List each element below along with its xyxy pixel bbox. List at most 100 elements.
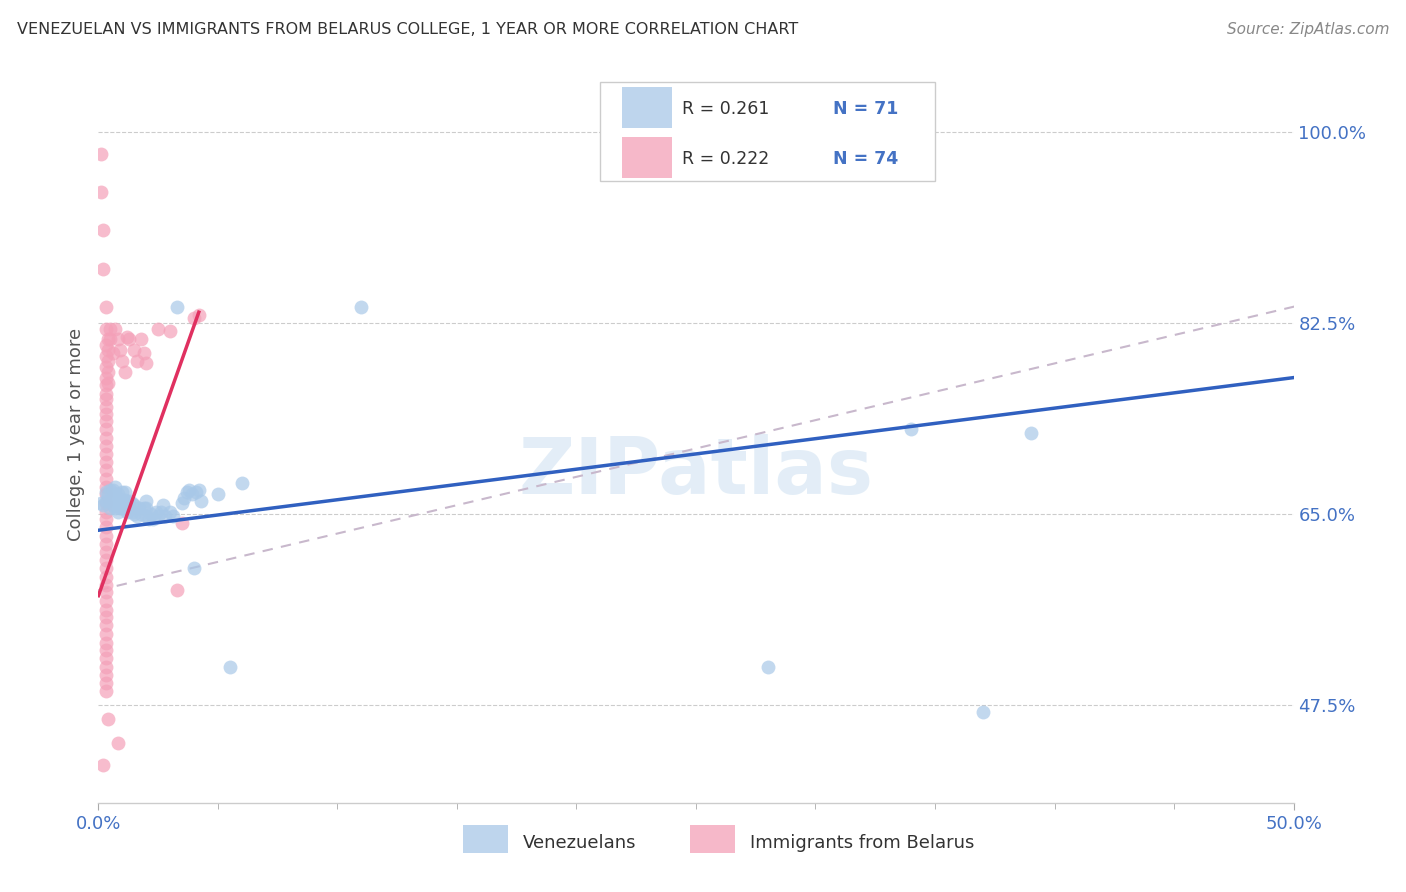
Point	[104, 321, 127, 335]
Point	[90, 496, 112, 510]
Point	[94, 480, 117, 494]
Point	[94, 635, 117, 649]
Point	[94, 512, 117, 526]
Point	[94, 561, 117, 575]
Point	[98, 321, 122, 335]
Point	[101, 491, 124, 505]
Point	[131, 507, 153, 521]
Point	[101, 345, 124, 359]
Text: R = 0.222: R = 0.222	[682, 150, 769, 168]
Point	[128, 501, 150, 516]
Point	[94, 487, 117, 501]
Bar	[690, 825, 735, 853]
Point	[104, 487, 127, 501]
Text: R = 0.261: R = 0.261	[682, 101, 769, 119]
Point	[107, 333, 129, 347]
Point	[115, 505, 138, 519]
Point	[107, 487, 129, 501]
Point	[97, 712, 120, 726]
Point	[94, 370, 117, 384]
Point	[94, 454, 117, 468]
Point	[114, 365, 136, 379]
Point	[135, 509, 157, 524]
Point	[131, 333, 153, 347]
Point	[94, 570, 117, 584]
Point	[104, 493, 127, 508]
Point	[94, 387, 117, 401]
Point	[148, 321, 170, 335]
Point	[94, 627, 117, 641]
Point	[94, 676, 117, 690]
Point	[94, 643, 117, 657]
Point	[94, 529, 117, 543]
Point	[94, 321, 117, 335]
Point	[125, 509, 148, 524]
Point	[124, 498, 146, 512]
Point	[172, 516, 194, 530]
Point	[124, 343, 146, 358]
Point	[94, 392, 117, 407]
Point	[94, 472, 117, 486]
Point	[107, 736, 129, 750]
Point	[94, 545, 117, 559]
Point	[115, 496, 138, 510]
Point	[97, 487, 120, 501]
Point	[176, 485, 198, 500]
Point	[183, 561, 205, 575]
Point	[115, 330, 138, 344]
Point	[159, 324, 181, 338]
Point	[94, 650, 117, 665]
Point	[94, 683, 117, 698]
Point	[94, 485, 117, 500]
Point	[98, 333, 122, 347]
Point	[97, 333, 120, 347]
Point	[108, 343, 131, 358]
Point	[173, 491, 195, 505]
Point	[91, 498, 114, 512]
Point	[166, 300, 188, 314]
Point	[101, 498, 124, 512]
Point	[166, 583, 188, 598]
Point	[94, 378, 117, 392]
Point	[900, 422, 922, 436]
FancyBboxPatch shape	[600, 81, 935, 181]
Point	[97, 354, 120, 368]
Point	[172, 496, 194, 510]
Point	[94, 618, 117, 632]
Point	[98, 501, 122, 516]
Point	[190, 493, 212, 508]
Point	[94, 349, 117, 363]
Point	[183, 310, 205, 325]
Point	[350, 300, 373, 314]
Point	[138, 512, 160, 526]
Point	[207, 487, 229, 501]
Point	[180, 487, 202, 501]
Point	[94, 463, 117, 477]
Point	[159, 505, 181, 519]
Point	[187, 309, 209, 323]
Point	[108, 493, 131, 508]
Text: ZIPatlas: ZIPatlas	[519, 434, 873, 509]
Point	[152, 498, 174, 512]
Point	[118, 333, 141, 347]
Point	[104, 501, 127, 516]
Point	[94, 594, 117, 608]
Point	[142, 512, 165, 526]
Point	[94, 578, 117, 592]
Point	[108, 501, 131, 516]
Point	[114, 485, 136, 500]
Point	[94, 668, 117, 682]
Point	[97, 365, 120, 379]
Point	[94, 585, 117, 599]
Point	[107, 505, 129, 519]
Point	[186, 485, 208, 500]
Text: Immigrants from Belarus: Immigrants from Belarus	[749, 834, 974, 852]
Text: N = 71: N = 71	[834, 101, 898, 119]
Point	[756, 659, 779, 673]
Point	[231, 476, 253, 491]
Bar	[621, 137, 672, 178]
Point	[94, 431, 117, 445]
Point	[135, 493, 157, 508]
Point	[135, 501, 157, 516]
Point	[187, 483, 209, 497]
